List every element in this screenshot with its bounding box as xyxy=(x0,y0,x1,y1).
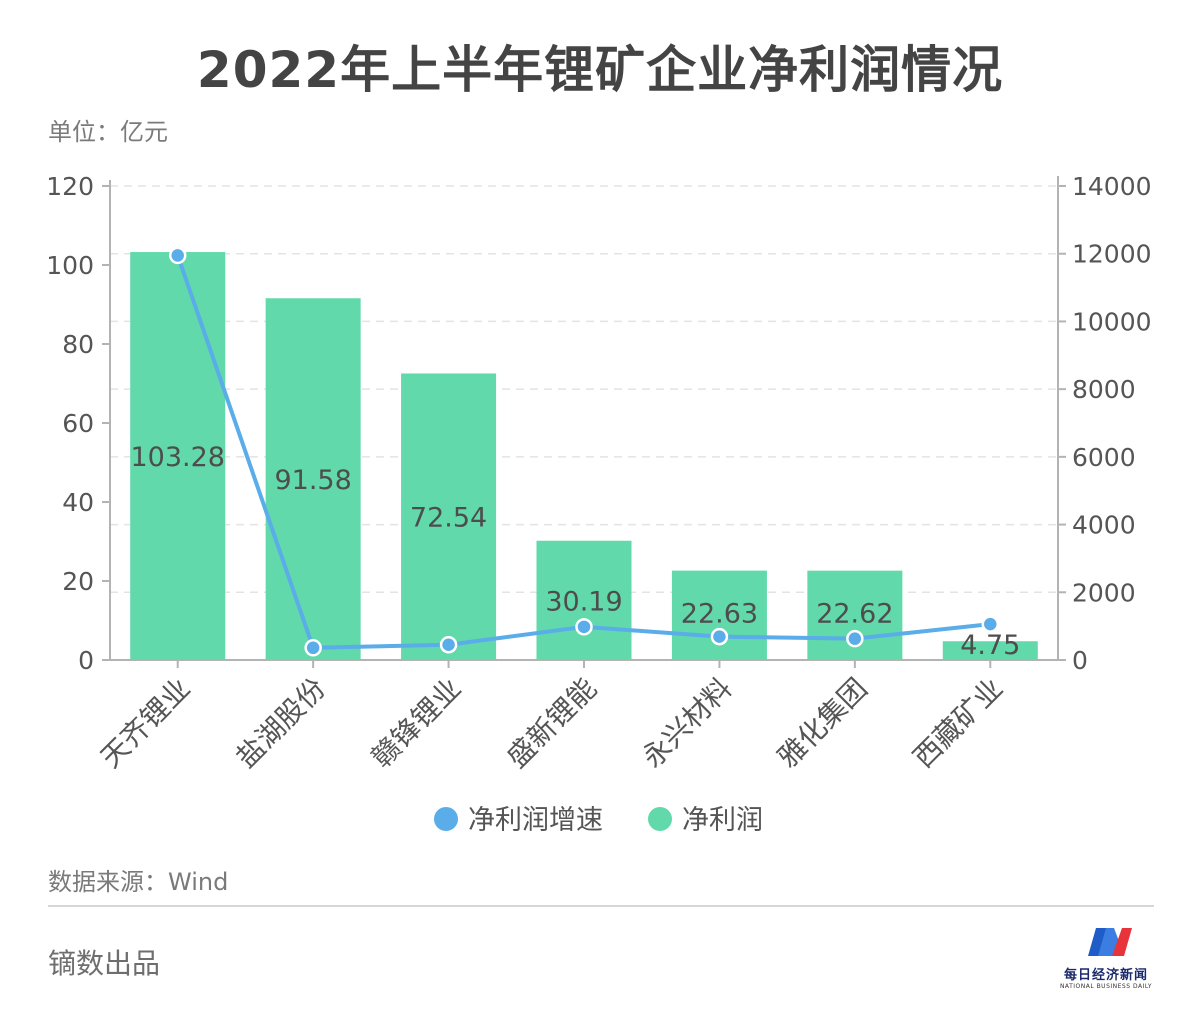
x-tick-label: 盐湖股份 xyxy=(230,672,333,775)
growth-point-3 xyxy=(575,618,593,636)
y-left-tick-label: 20 xyxy=(62,567,94,596)
y-right-tick-label: 4000 xyxy=(1072,511,1136,540)
y-left-tick-label: 0 xyxy=(78,646,94,675)
legend-label-growth: 净利润增速 xyxy=(468,805,603,836)
y-left-tick-label: 100 xyxy=(46,251,94,280)
growth-point-0 xyxy=(168,246,187,265)
x-tick-label: 永兴材料 xyxy=(636,672,739,775)
nbd-logo-icon xyxy=(1088,928,1132,956)
growth-point-1 xyxy=(304,639,322,657)
bar-3 xyxy=(536,540,632,660)
unit-label: 单位：亿元 xyxy=(48,118,168,146)
data-label-1: 91.58 xyxy=(274,465,351,496)
legend-label-profit: 净利润 xyxy=(682,805,763,836)
y-right-tick-label: 10000 xyxy=(1072,307,1152,336)
data-label-2: 72.54 xyxy=(410,503,487,534)
logo-subtext: NATIONAL BUSINESS DAILY xyxy=(1059,983,1153,990)
y-right-tick-label: 12000 xyxy=(1072,240,1152,269)
chart: 0 20 40 60 80 100 120 0 2000 4000 6000 8000 10000 120… xyxy=(46,172,1152,836)
data-source: 数据来源：Wind xyxy=(48,868,229,896)
chart-title: 2022年上半年锂矿企业净利润情况 xyxy=(196,41,1004,99)
x-tick-label: 雅化集团 xyxy=(771,672,874,775)
bar-0 xyxy=(130,252,226,660)
x-tick-label: 盛新锂能 xyxy=(500,672,603,775)
x-tick-label: 西藏矿业 xyxy=(907,672,1010,775)
data-label-4: 22.63 xyxy=(681,599,758,630)
legend-bar-icon xyxy=(648,807,672,831)
y-left-tick-label: 40 xyxy=(62,488,94,517)
y-left-tick-label: 80 xyxy=(62,330,94,359)
x-tick-label: 赣锋锂业 xyxy=(365,672,468,775)
data-label-6: 4.75 xyxy=(960,630,1020,661)
legend-line-icon xyxy=(434,807,458,831)
footer-divider xyxy=(48,905,1154,907)
y-right-tick-label: 8000 xyxy=(1072,375,1136,404)
bar-2 xyxy=(401,373,497,660)
producer-label: 镝数出品 xyxy=(48,947,161,980)
y-left-tick-label: 60 xyxy=(62,409,94,438)
y-right-tick-label: 6000 xyxy=(1072,443,1136,472)
data-label-3: 30.19 xyxy=(545,587,622,618)
growth-point-4 xyxy=(710,627,729,646)
bar-1 xyxy=(265,298,361,660)
bar-6 xyxy=(942,641,1038,660)
growth-point-5 xyxy=(846,629,864,648)
y-left-tick-label: 120 xyxy=(46,172,94,201)
data-label-5: 22.62 xyxy=(816,599,893,630)
growth-point-6 xyxy=(981,615,1000,633)
data-label-0: 103.28 xyxy=(130,442,224,473)
y-right-tick-label: 14000 xyxy=(1072,172,1152,201)
y-right-tick-label: 0 xyxy=(1072,646,1088,675)
growth-point-2 xyxy=(439,636,458,654)
x-tick-label: 天齐锂业 xyxy=(94,672,197,775)
logo-text: 每日经济新闻 xyxy=(1063,968,1148,983)
y-right-tick-label: 2000 xyxy=(1072,578,1136,607)
